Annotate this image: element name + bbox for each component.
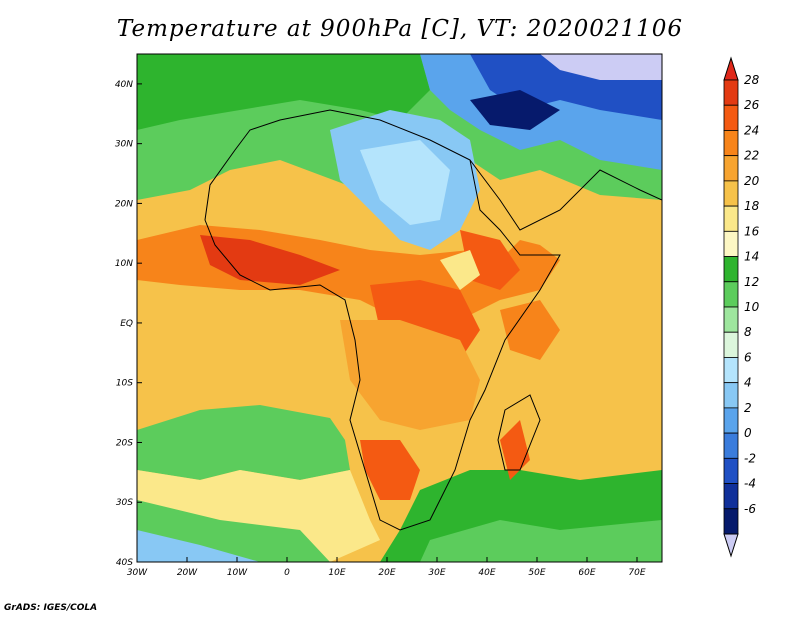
lat-tick-label: 20N <box>115 199 133 209</box>
colorbar-swatch <box>723 508 739 535</box>
lon-tick-label: 20W <box>177 568 198 578</box>
map-title: Temperature at 900hPa [C], VT: 202002110… <box>116 16 684 42</box>
colorbar-swatch <box>723 331 739 358</box>
colorbar-bottom-arrow <box>723 533 739 558</box>
colorbar-swatch <box>723 457 739 484</box>
colorbar-label: 0 <box>744 426 752 440</box>
latitude-axis: 40N 30N 20N 10N EQ 10S 20S 30S 40S <box>115 80 142 568</box>
colorbar-swatch <box>723 79 739 106</box>
longitude-axis: 30W 20W 10W 0 10E 20E 30E 40E 50E 60E 70E <box>127 557 646 578</box>
colorbar-label: 28 <box>744 73 760 87</box>
colorbar-swatch <box>723 357 739 384</box>
lat-tick-label: EQ <box>120 319 133 329</box>
colorbar-label: 20 <box>744 174 760 188</box>
colorbar-swatch <box>723 432 739 459</box>
colorbar-swatch <box>723 205 739 232</box>
lat-tick-label: 30N <box>115 140 133 150</box>
colorbar-label: 8 <box>744 325 752 339</box>
map-frame <box>136 53 663 563</box>
temperature-field <box>137 54 662 562</box>
lon-tick-label: 70E <box>628 568 645 578</box>
colorbar-swatch <box>723 180 739 207</box>
lat-tick-label: 10S <box>116 379 133 389</box>
lat-tick-label: 30S <box>116 498 133 508</box>
lon-tick-label: 0 <box>284 568 290 578</box>
colorbar-swatch <box>723 104 739 131</box>
lon-tick-label: 10W <box>227 568 248 578</box>
colorbar-label: 26 <box>744 98 760 112</box>
lat-tick-label: 40S <box>116 558 133 568</box>
colorbar-swatch <box>723 155 739 182</box>
colorbar-swatch <box>723 230 739 257</box>
lon-tick-label: 60E <box>578 568 595 578</box>
colorbar-label: 24 <box>744 123 759 137</box>
colorbar-label: 2 <box>744 401 752 415</box>
colorbar-swatch <box>723 130 739 157</box>
colorbar-label: -4 <box>744 477 756 491</box>
colorbar-swatch <box>723 483 739 510</box>
lat-tick-label: 10N <box>115 259 133 269</box>
colorbar-swatch <box>723 382 739 409</box>
colorbar-top-arrow <box>723 56 739 81</box>
colorbar-label: 14 <box>744 250 759 264</box>
lon-tick-label: 30E <box>428 568 445 578</box>
colorbar-label: 18 <box>744 199 760 213</box>
coastlines <box>204 109 662 531</box>
colorbar-label: 12 <box>744 275 759 289</box>
lon-tick-label: 40E <box>478 568 495 578</box>
colorbar-swatch <box>723 281 739 308</box>
lon-tick-label: 30W <box>127 568 148 578</box>
lon-tick-label: 20E <box>378 568 395 578</box>
lat-tick-label: 20S <box>116 438 133 448</box>
lon-tick-label: 50E <box>528 568 545 578</box>
lon-tick-label: 10E <box>328 568 345 578</box>
colorbar-label: 4 <box>744 376 752 390</box>
colorbar-label: 22 <box>744 149 759 163</box>
colorbar-label: -2 <box>744 451 756 465</box>
colorbar-label: -6 <box>744 502 756 516</box>
colorbar-label: 16 <box>744 224 760 238</box>
colorbar-swatch <box>723 306 739 333</box>
colorbar-label: 10 <box>744 300 760 314</box>
colorbar-swatch <box>723 407 739 434</box>
colorbar-swatch <box>723 256 739 283</box>
colorbar-label: 6 <box>744 350 752 364</box>
grads-credit: GrADS: IGES/COLA <box>4 603 98 613</box>
lat-tick-label: 40N <box>115 80 133 90</box>
